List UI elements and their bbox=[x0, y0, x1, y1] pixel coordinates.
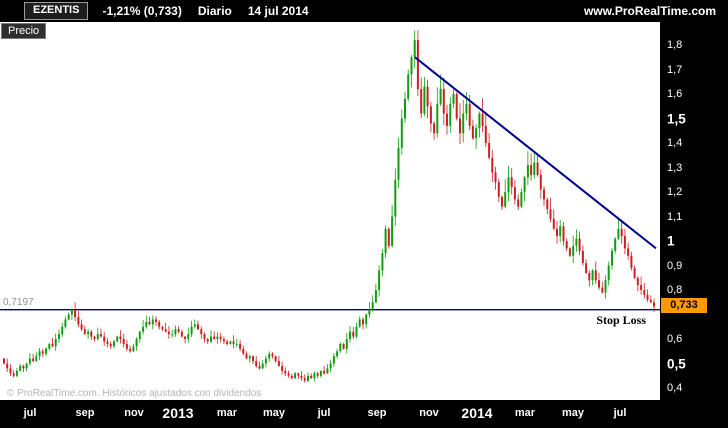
time-axis: jul sep nov 2013 mar may jul sep nov 2014 mar may ju… bbox=[0, 400, 728, 428]
price-change: -1,21% (0,733) bbox=[102, 4, 182, 18]
current-price-label: 0,733 bbox=[670, 299, 698, 312]
time-tick: may bbox=[561, 407, 585, 419]
price-tick: 1,4 bbox=[667, 137, 683, 149]
time-tick: mar bbox=[514, 407, 536, 419]
time-tick-year: 2014 bbox=[461, 405, 493, 421]
hline-label: 0,7197 bbox=[3, 296, 34, 308]
time-tick: nov bbox=[419, 407, 439, 419]
price-tick: 1,7 bbox=[667, 63, 683, 76]
tab-precio[interactable]: Precio bbox=[1, 23, 47, 39]
top-bar: EZENTIS -1,21% (0,733) Diario 14 jul 201… bbox=[0, 0, 728, 22]
price-tick: 1,6 bbox=[667, 88, 683, 100]
price-tick: 0,9 bbox=[667, 259, 683, 272]
price-tick: 1 bbox=[667, 233, 675, 249]
time-tick: sep bbox=[367, 407, 387, 419]
stop-loss-label: Stop Loss bbox=[596, 312, 646, 327]
time-tick: mar bbox=[216, 407, 238, 419]
time-tick: jul bbox=[317, 407, 331, 419]
price-tick: 1,5 bbox=[667, 111, 686, 126]
time-tick: sep bbox=[75, 407, 95, 419]
prorealtime-brand-link[interactable]: www.ProRealTime.com bbox=[583, 4, 716, 18]
price-tick: 0,6 bbox=[667, 333, 683, 345]
price-axis: 0,733 1,8 1,7 1,6 1,5 1,4 1,3 1,2 1,1 1 0,9 0,8 0,6… bbox=[660, 22, 728, 400]
price-tick: 1,3 bbox=[667, 161, 683, 174]
candlestick-svg[interactable] bbox=[0, 22, 660, 400]
price-tick: 0,4 bbox=[667, 382, 683, 394]
watermark: © ProRealTime.com. Históricos ajustados … bbox=[7, 388, 262, 399]
chart-date: 14 jul 2014 bbox=[247, 4, 309, 18]
current-price-badge: 0,733 bbox=[661, 298, 707, 314]
price-tick: 1,1 bbox=[667, 210, 683, 223]
chart-area[interactable]: Precio 0,7197 Stop Loss © ProRealTime.co… bbox=[0, 22, 660, 400]
time-tick: nov bbox=[124, 407, 144, 419]
time-tick: jul bbox=[613, 407, 627, 419]
price-tick: 0,5 bbox=[667, 356, 686, 371]
timeframe-selector[interactable]: Diario bbox=[197, 4, 232, 18]
price-tick: 0,8 bbox=[667, 284, 683, 296]
time-tick: may bbox=[262, 407, 286, 419]
price-tick: 1,2 bbox=[667, 186, 683, 198]
symbol-selector[interactable]: EZENTIS bbox=[24, 2, 89, 20]
time-tick-year: 2013 bbox=[162, 405, 194, 421]
time-tick: jul bbox=[23, 407, 37, 419]
price-tick: 1,8 bbox=[667, 39, 683, 51]
